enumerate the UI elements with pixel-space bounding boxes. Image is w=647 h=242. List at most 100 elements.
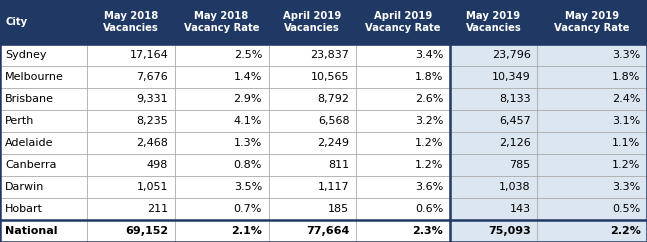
- Bar: [269, 88, 356, 110]
- Bar: [175, 220, 269, 242]
- Bar: [356, 66, 450, 88]
- Text: 2.4%: 2.4%: [612, 94, 641, 104]
- Text: 1,051: 1,051: [137, 182, 168, 192]
- Text: 0.7%: 0.7%: [234, 204, 262, 214]
- Text: 3.6%: 3.6%: [415, 182, 443, 192]
- Bar: [87, 154, 175, 176]
- Bar: [0, 44, 87, 66]
- Text: 3.2%: 3.2%: [415, 116, 443, 126]
- Text: 3.1%: 3.1%: [612, 116, 641, 126]
- Text: 17,164: 17,164: [129, 50, 168, 60]
- Bar: [450, 110, 537, 132]
- Text: 0.6%: 0.6%: [415, 204, 443, 214]
- Text: City: City: [5, 17, 27, 27]
- Bar: [450, 220, 537, 242]
- Bar: [269, 154, 356, 176]
- Bar: [356, 132, 450, 154]
- Bar: [87, 132, 175, 154]
- Text: April 2019
Vacancies: April 2019 Vacancies: [283, 11, 342, 33]
- Text: 211: 211: [147, 204, 168, 214]
- Text: 8,235: 8,235: [137, 116, 168, 126]
- Text: 3.3%: 3.3%: [612, 50, 641, 60]
- Bar: [269, 220, 356, 242]
- Bar: [0, 176, 87, 198]
- Bar: [87, 220, 175, 242]
- Text: Hobart: Hobart: [5, 204, 43, 214]
- Bar: [87, 0, 175, 44]
- Bar: [175, 110, 269, 132]
- Bar: [356, 0, 450, 44]
- Bar: [537, 88, 647, 110]
- Bar: [175, 44, 269, 66]
- Text: 75,093: 75,093: [488, 226, 531, 236]
- Text: 6,457: 6,457: [499, 116, 531, 126]
- Text: May 2018
Vacancy Rate: May 2018 Vacancy Rate: [184, 11, 259, 33]
- Text: 3.4%: 3.4%: [415, 50, 443, 60]
- Bar: [537, 220, 647, 242]
- Text: 1,117: 1,117: [318, 182, 349, 192]
- Bar: [87, 110, 175, 132]
- Text: April 2019
Vacancy Rate: April 2019 Vacancy Rate: [365, 11, 441, 33]
- Bar: [175, 0, 269, 44]
- Text: 4.1%: 4.1%: [234, 116, 262, 126]
- Text: 2.3%: 2.3%: [412, 226, 443, 236]
- Text: 1.8%: 1.8%: [612, 72, 641, 82]
- Bar: [87, 198, 175, 220]
- Bar: [537, 110, 647, 132]
- Bar: [0, 0, 87, 44]
- Bar: [175, 154, 269, 176]
- Text: 2,126: 2,126: [499, 138, 531, 148]
- Text: 1.2%: 1.2%: [415, 160, 443, 170]
- Text: 185: 185: [328, 204, 349, 214]
- Text: 2.9%: 2.9%: [234, 94, 262, 104]
- Text: 7,676: 7,676: [137, 72, 168, 82]
- Bar: [537, 44, 647, 66]
- Bar: [537, 176, 647, 198]
- Text: 9,331: 9,331: [137, 94, 168, 104]
- Bar: [269, 198, 356, 220]
- Bar: [0, 66, 87, 88]
- Text: 1.4%: 1.4%: [234, 72, 262, 82]
- Bar: [269, 0, 356, 44]
- Text: 23,796: 23,796: [492, 50, 531, 60]
- Bar: [269, 132, 356, 154]
- Text: Sydney: Sydney: [5, 50, 47, 60]
- Text: 1.2%: 1.2%: [612, 160, 641, 170]
- Bar: [450, 132, 537, 154]
- Text: 3.3%: 3.3%: [612, 182, 641, 192]
- Text: Canberra: Canberra: [5, 160, 57, 170]
- Text: 2.1%: 2.1%: [231, 226, 262, 236]
- Bar: [450, 88, 537, 110]
- Text: May 2019
Vacancies: May 2019 Vacancies: [465, 11, 521, 33]
- Bar: [450, 44, 537, 66]
- Text: 10,565: 10,565: [311, 72, 349, 82]
- Text: Darwin: Darwin: [5, 182, 45, 192]
- Text: 2,249: 2,249: [318, 138, 349, 148]
- Bar: [175, 176, 269, 198]
- Bar: [87, 66, 175, 88]
- Text: 0.5%: 0.5%: [612, 204, 641, 214]
- Bar: [450, 198, 537, 220]
- Text: 77,664: 77,664: [306, 226, 349, 236]
- Text: 498: 498: [147, 160, 168, 170]
- Text: 2.2%: 2.2%: [609, 226, 641, 236]
- Bar: [87, 176, 175, 198]
- Text: National: National: [5, 226, 58, 236]
- Bar: [537, 132, 647, 154]
- Bar: [269, 176, 356, 198]
- Bar: [356, 44, 450, 66]
- Text: 1.3%: 1.3%: [234, 138, 262, 148]
- Text: 143: 143: [509, 204, 531, 214]
- Text: May 2018
Vacancies: May 2018 Vacancies: [103, 11, 159, 33]
- Text: 1.2%: 1.2%: [415, 138, 443, 148]
- Text: 2.6%: 2.6%: [415, 94, 443, 104]
- Bar: [0, 132, 87, 154]
- Bar: [87, 44, 175, 66]
- Bar: [537, 198, 647, 220]
- Bar: [356, 154, 450, 176]
- Bar: [0, 110, 87, 132]
- Bar: [356, 88, 450, 110]
- Bar: [269, 66, 356, 88]
- Bar: [175, 66, 269, 88]
- Bar: [175, 132, 269, 154]
